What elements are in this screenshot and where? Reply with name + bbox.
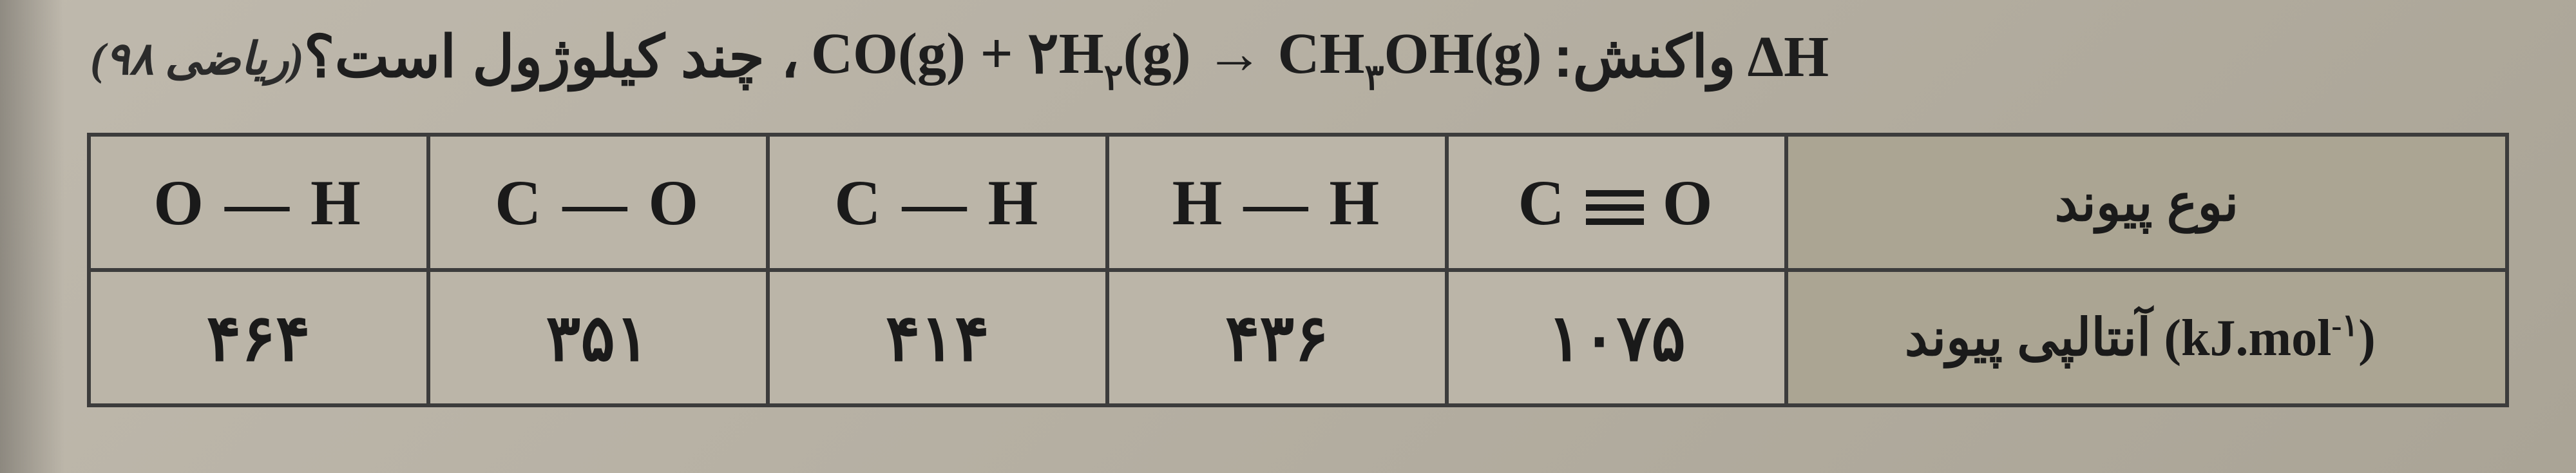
- header-enthalpy: (kJ.mol-۱) آنتالپی پیوند: [1786, 270, 2506, 405]
- co-g: CO(g): [811, 22, 966, 86]
- bond-table: O — H C — O C — H H — H C O نوع پیوند ۴۶…: [87, 133, 2509, 407]
- tail-fa: ، چند کیلوژول است؟: [304, 23, 799, 91]
- bond-table-wrap: O — H C — O C — H H — H C O نوع پیوند ۴۶…: [77, 133, 2518, 407]
- oh-g: OH(g): [1384, 22, 1542, 86]
- c-triple-o-right: O: [1663, 167, 1715, 238]
- unit-sup: -۱: [2331, 309, 2358, 343]
- value-hh: ۴۳۶: [1107, 270, 1447, 405]
- bond-co: C — O: [428, 135, 768, 270]
- h2-coef: ۲: [1027, 22, 1058, 86]
- ch3-sub: ۳: [1365, 58, 1384, 98]
- value-oh: ۴۶۴: [89, 270, 428, 405]
- enthalpy-fa: آنتالپی پیوند: [1905, 309, 2151, 366]
- bond-hh: H — H: [1107, 135, 1447, 270]
- page-scan: (ریاضی ۹۸) ΔH واکنش: CO(g) + ۲H۲(g) → CH…: [0, 0, 2576, 473]
- value-c-triple-o: ۱۰۷۵: [1447, 270, 1786, 405]
- ch3: CH: [1278, 22, 1365, 86]
- h2-sub: ۲: [1104, 58, 1123, 98]
- bond-oh: O — H: [89, 135, 428, 270]
- bond-ch: C — H: [768, 135, 1107, 270]
- dh-symbol: ΔH: [1748, 24, 1829, 90]
- value-ch: ۴۱۴: [768, 270, 1107, 405]
- c-triple-o-left: C: [1518, 167, 1567, 238]
- exam-tag: (ریاضی ۹۸): [90, 32, 304, 86]
- value-co: ۳۵۱: [428, 270, 768, 405]
- unit-prefix: (kJ.mol: [2164, 310, 2331, 367]
- unit-suffix: ): [2358, 310, 2376, 367]
- plus: +: [980, 22, 1013, 86]
- scan-shadow: [0, 0, 64, 473]
- arrow: →: [1205, 22, 1263, 86]
- bond-c-triple-o: C O: [1447, 135, 1786, 270]
- reaction-formula: CO(g) + ۲H۲(g) → CH۳OH(g): [811, 19, 1541, 94]
- table-row: ۴۶۴ ۳۵۱ ۴۱۴ ۴۳۶ ۱۰۷۵ (kJ.mol-۱) آنتالپی …: [89, 270, 2507, 405]
- lead-fa: واکنش:: [1553, 23, 1735, 91]
- unit-label: (kJ.mol-۱): [2164, 310, 2388, 367]
- table-row: O — H C — O C — H H — H C O نوع پیوند: [89, 135, 2507, 270]
- h2-tail: (g): [1123, 22, 1191, 86]
- question-text: ΔH واکنش: CO(g) + ۲H۲(g) → CH۳OH(g) ، چن…: [304, 19, 2505, 94]
- h2-h: H: [1059, 22, 1104, 86]
- header-bond-type: نوع پیوند: [1786, 135, 2506, 270]
- question-row: (ریاضی ۹۸) ΔH واکنش: CO(g) + ۲H۲(g) → CH…: [77, 19, 2518, 94]
